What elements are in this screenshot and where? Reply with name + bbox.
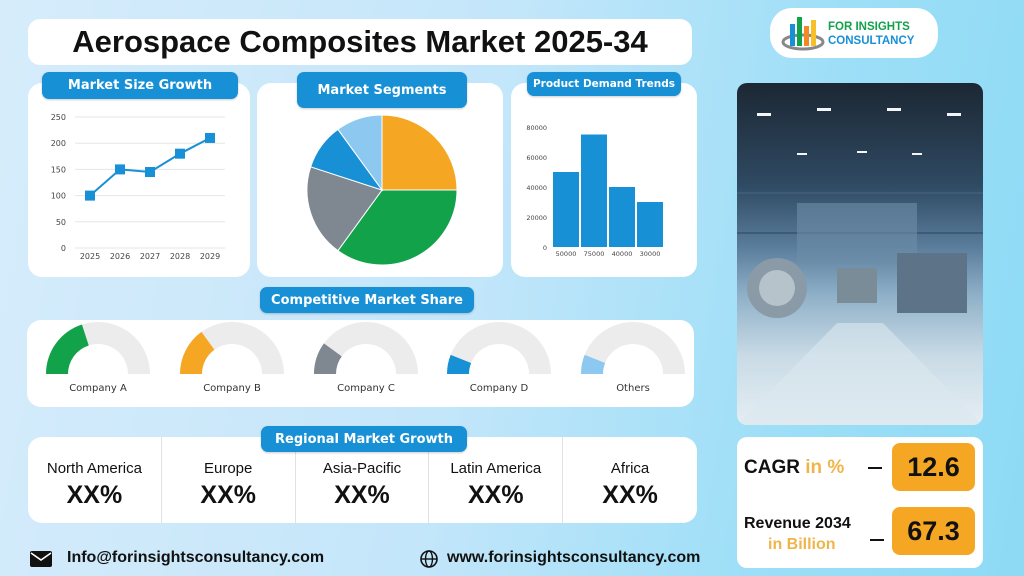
bar xyxy=(581,134,607,247)
competitive-header: Competitive Market Share xyxy=(260,287,474,313)
gauge-track xyxy=(447,322,551,374)
gauge-label: Company C xyxy=(337,383,395,394)
region-value: XX% xyxy=(602,481,658,509)
dash xyxy=(870,539,884,541)
region-item: Latin America XX% xyxy=(429,437,564,523)
region-item: Europe XX% xyxy=(162,437,296,523)
region-value: XX% xyxy=(467,481,524,509)
x-tick-label: 30000 xyxy=(640,250,661,258)
gauge-label: Company D xyxy=(469,383,529,394)
gauge-track xyxy=(581,322,685,374)
email-link[interactable]: Info@forinsightsconsultancy.com xyxy=(67,549,325,566)
y-tick-label: 150 xyxy=(51,165,66,174)
y-tick-label: 250 xyxy=(51,113,66,122)
market-segments-pie-chart xyxy=(306,114,458,266)
competitive-gauges xyxy=(46,322,685,374)
product-demand-header: Product Demand Trends xyxy=(527,72,681,96)
y-tick-label: 0 xyxy=(61,244,66,253)
y-tick-label: 0 xyxy=(543,244,547,252)
envelope-icon xyxy=(30,551,52,567)
y-tick-label: 80000 xyxy=(526,124,547,132)
dash xyxy=(868,467,882,469)
bar xyxy=(553,172,579,247)
market-size-panel xyxy=(28,83,250,277)
y-tick-label: 20000 xyxy=(526,214,547,222)
data-point xyxy=(205,132,215,143)
data-point xyxy=(115,164,125,175)
pie-slice xyxy=(337,189,458,266)
logo-text-line2: CONSULTANCY xyxy=(828,35,915,47)
factory-illustration xyxy=(737,108,983,425)
gauge-label: Company B xyxy=(203,383,261,394)
website-link[interactable]: www.forinsightsconsultancy.com xyxy=(447,549,701,566)
market-size-line-chart: 0 50 100 150 200 250 2025 2026 2027 2028 2029 xyxy=(51,113,225,261)
y-tick-label: 40000 xyxy=(526,184,547,192)
x-tick-label: 75000 xyxy=(584,250,605,258)
page-title: Aerospace Composites Market 2025-34 xyxy=(28,19,692,65)
region-name: Africa xyxy=(610,460,650,477)
gauge-fill xyxy=(581,354,606,374)
data-point xyxy=(175,148,185,159)
x-tick-label: 50000 xyxy=(556,250,577,258)
gauge-fill xyxy=(180,331,215,374)
region-value: XX% xyxy=(200,481,256,509)
x-tick-label: 2029 xyxy=(200,252,220,261)
revenue-value: 67.3 xyxy=(892,507,975,555)
logo-text-line1: FOR INSIGHTS xyxy=(828,21,910,33)
x-tick-label: 2028 xyxy=(170,252,190,261)
pie-slice xyxy=(381,114,458,191)
cagr-unit: in % xyxy=(805,457,845,478)
region-item: Asia-Pacific XX% xyxy=(296,437,430,523)
region-item: North America XX% xyxy=(28,437,162,523)
bar xyxy=(637,202,663,247)
x-tick-label: 2027 xyxy=(140,252,160,261)
logo: FOR INSIGHTS CONSULTANCY xyxy=(770,8,938,58)
region-name: Latin America xyxy=(450,460,542,477)
region-value: XX% xyxy=(66,481,123,509)
bar xyxy=(609,187,635,247)
cagr-label-text: CAGR xyxy=(744,457,800,478)
pie-slice xyxy=(306,166,383,252)
gauge-label: Company A xyxy=(69,383,127,394)
region-name: Asia-Pacific xyxy=(322,460,402,477)
market-segments-header: Market Segments xyxy=(297,72,467,108)
y-tick-label: 100 xyxy=(51,192,66,201)
gauge-track xyxy=(314,322,418,374)
cagr-label: CAGR in % xyxy=(744,457,844,479)
product-demand-bar-chart: 0 20000 40000 60000 80000 50000 75000 40000 3000… xyxy=(526,124,663,258)
region-item: Africa XX% xyxy=(563,437,697,523)
globe-icon xyxy=(420,550,438,568)
data-point xyxy=(145,167,155,178)
region-name: North America xyxy=(46,460,142,477)
x-tick-label: 2026 xyxy=(110,252,130,261)
gauge-fill xyxy=(447,354,472,374)
y-tick-label: 60000 xyxy=(526,154,547,162)
data-point xyxy=(85,190,95,201)
gauge-label: Others xyxy=(616,383,650,394)
market-size-header: Market Size Growth xyxy=(42,72,238,99)
revenue-label: Revenue 2034 xyxy=(744,515,851,532)
regional-header: Regional Market Growth xyxy=(261,426,467,452)
y-tick-label: 200 xyxy=(51,139,66,148)
y-tick-label: 50 xyxy=(56,218,66,227)
logo-chart-icon xyxy=(781,17,825,51)
gauge-fill xyxy=(46,324,89,374)
cagr-value: 12.6 xyxy=(892,443,975,491)
revenue-unit: in Billion xyxy=(768,536,836,553)
factory-photo xyxy=(737,83,983,425)
pie-slice xyxy=(337,114,383,192)
gauge-track xyxy=(180,322,284,374)
x-tick-label: 40000 xyxy=(612,250,633,258)
x-tick-label: 2025 xyxy=(80,252,100,261)
region-name: Europe xyxy=(204,460,253,477)
region-value: XX% xyxy=(334,481,390,509)
gauge-fill xyxy=(314,343,342,374)
